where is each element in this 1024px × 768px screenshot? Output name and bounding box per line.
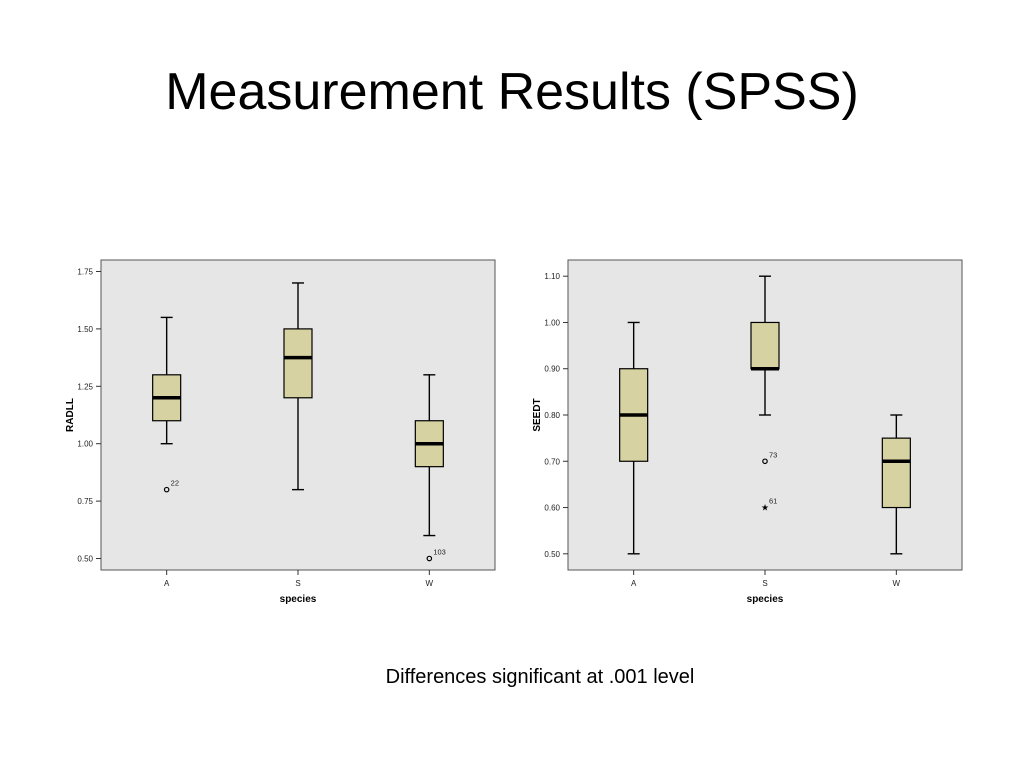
box-s (283, 282, 313, 491)
y-tick-label: 1.10 (544, 272, 560, 281)
box-w (881, 414, 911, 555)
box-s: 73 ★61 (750, 275, 780, 513)
y-tick-label: 1.25 (77, 382, 93, 391)
y-tick-label: 0.75 (77, 497, 93, 506)
x-tick-label: S (295, 579, 300, 588)
outlier-label: 61 (769, 497, 777, 506)
x-tick-label: S (762, 579, 767, 588)
outlier-label: 73 (769, 450, 777, 459)
significance-footnote: Differences significant at .001 level (385, 666, 695, 688)
y-tick-label: 1.00 (77, 440, 93, 449)
y-tick-label: 1.50 (77, 325, 93, 334)
iqr-box (881, 437, 911, 509)
x-tick-label: W (893, 579, 901, 588)
x-axis-label: species (280, 594, 317, 605)
outlier-marker (163, 486, 170, 493)
y-tick-label: 0.80 (544, 411, 560, 420)
y-tick-label: 0.90 (544, 365, 560, 374)
y-tick-label: 1.00 (544, 318, 560, 327)
y-axis-label: RADLL (65, 398, 76, 432)
outlier-marker (762, 458, 768, 465)
iqr-box (283, 328, 313, 399)
box-a (619, 321, 649, 555)
x-tick-label: A (631, 579, 637, 588)
y-tick-label: 0.50 (77, 555, 93, 564)
slide-title: Measurement Results (SPSS) (165, 63, 859, 121)
outlier-label: 103 (433, 548, 446, 557)
extreme-outlier-marker: ★ (761, 503, 769, 513)
y-tick-label: 0.70 (544, 457, 560, 466)
x-tick-label: A (164, 579, 170, 588)
box-w: 103 (414, 374, 446, 562)
x-axis-label: species (747, 594, 784, 605)
x-tick-label: W (426, 579, 434, 588)
iqr-box (750, 321, 780, 370)
y-tick-label: 1.75 (77, 267, 93, 276)
outlier-marker (426, 555, 433, 562)
box-a: 22 (152, 316, 182, 493)
outlier-label: 22 (171, 479, 179, 488)
y-axis-label: SEEDT (532, 398, 543, 431)
y-tick-label: 0.60 (544, 504, 560, 513)
y-tick-label: 0.50 (544, 550, 560, 559)
